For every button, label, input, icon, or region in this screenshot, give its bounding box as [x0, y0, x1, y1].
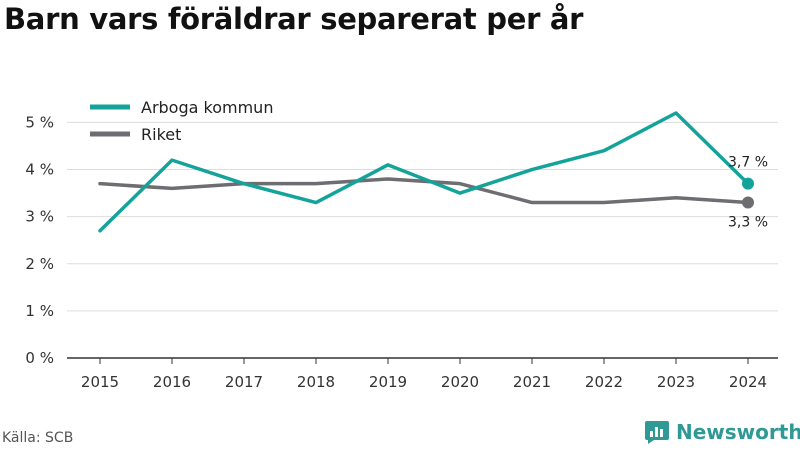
x-axis-ticks: 2015 2016 2017 2018 2019 2020 2021 2022 2023 2024 [81, 358, 767, 391]
end-value-label: 3,7 % [728, 155, 768, 171]
y-axis-ticks: 0 % 1 % 2 % 3 % 4 % 5 % [25, 113, 54, 367]
x-tick-label: 2020 [441, 373, 479, 391]
chart-title: Barn vars föräldrar separerat per år [4, 2, 584, 36]
grid-lines [67, 121, 778, 312]
newsworthy-logo-icon [645, 421, 669, 444]
x-tick-label: 2021 [513, 373, 551, 391]
x-tick-label: 2022 [585, 373, 623, 391]
legend-label: Arboga kommun [141, 98, 273, 117]
brand-name: Newsworthy [676, 420, 800, 444]
series-line-riket [98, 177, 750, 205]
x-tick-label: 2023 [657, 373, 695, 391]
source-note: Källa: SCB [2, 430, 74, 446]
y-tick-label: 0 % [25, 349, 54, 367]
series-group: 3,7 % 3,3 % [98, 111, 768, 233]
x-tick-label: 2017 [225, 373, 263, 391]
y-tick-label: 3 % [25, 208, 54, 226]
y-tick-label: 4 % [25, 161, 54, 179]
end-point-riket [742, 196, 754, 209]
x-tick-label: 2016 [153, 373, 191, 391]
brand-logo: Newsworthy [644, 419, 800, 445]
x-tick-label: 2018 [297, 373, 335, 391]
legend: Arboga kommun Riket [90, 98, 273, 144]
legend-label: Riket [141, 125, 181, 144]
y-tick-label: 1 % [25, 302, 54, 320]
x-tick-label: 2019 [369, 373, 407, 391]
end-point-arboga-kommun [742, 177, 754, 190]
end-value-label: 3,3 % [728, 215, 768, 231]
y-tick-label: 2 % [25, 255, 54, 273]
series-line-arboga-kommun [98, 111, 750, 233]
y-tick-label: 5 % [25, 113, 54, 131]
x-tick-label: 2015 [81, 373, 119, 391]
x-tick-label: 2024 [729, 373, 767, 391]
